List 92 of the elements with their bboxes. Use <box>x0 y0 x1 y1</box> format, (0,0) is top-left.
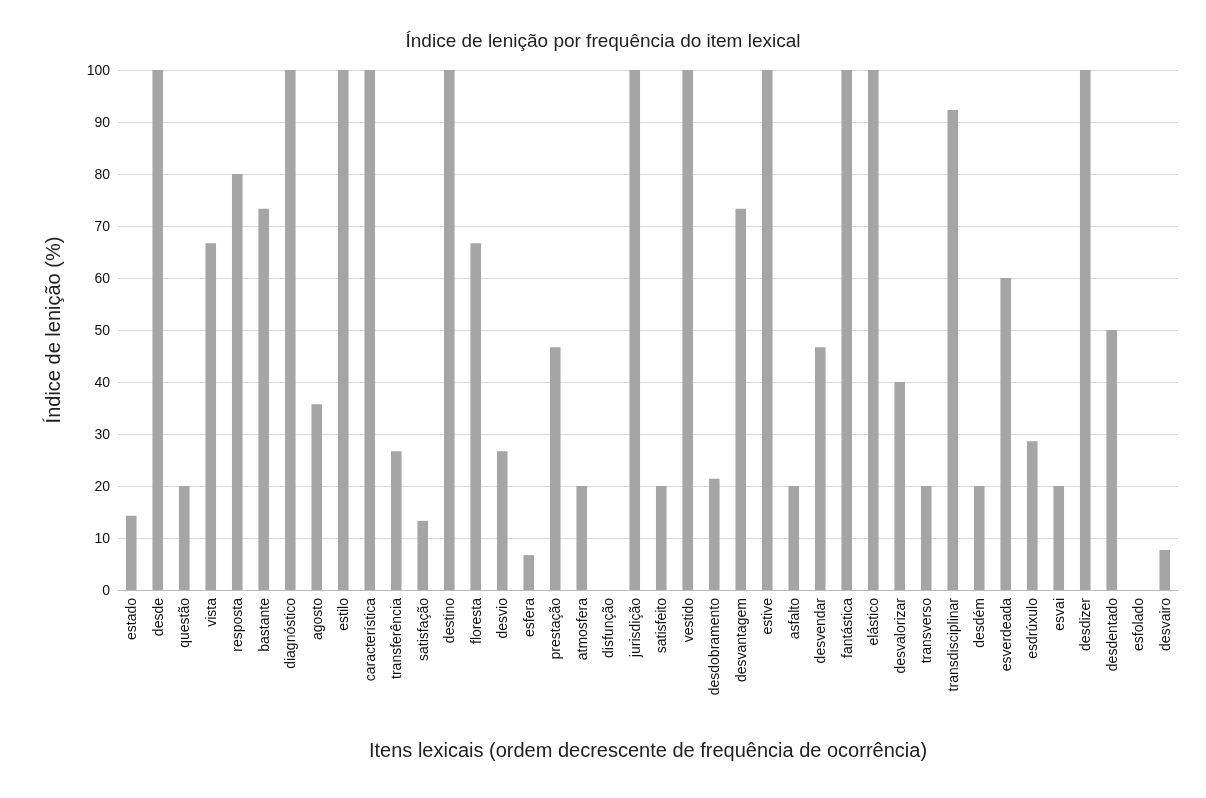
bar <box>258 208 270 590</box>
y-tick-label: 60 <box>94 270 111 286</box>
bar <box>1079 70 1091 590</box>
x-tick-label: desvantagem <box>732 598 749 683</box>
x-tick-label: estado <box>123 597 140 641</box>
x-tick-label: desdobramento <box>706 597 723 696</box>
bar <box>708 478 720 590</box>
x-tick-label: atmosfera <box>573 597 590 661</box>
x-tick-label: estive <box>759 597 776 635</box>
x-tick-label: esdrúxulo <box>1024 597 1041 659</box>
x-tick-label: esverdeada <box>997 597 1014 672</box>
bar <box>841 70 853 590</box>
x-tick-label: questão <box>176 597 193 648</box>
x-tick-label: desvio <box>494 597 511 639</box>
y-tick-label: 80 <box>94 166 111 182</box>
bar <box>682 70 694 590</box>
bar <box>947 110 959 590</box>
bar <box>205 243 217 590</box>
bar <box>311 404 323 590</box>
x-tick-label: esvai <box>1050 598 1067 631</box>
x-tick-label: desvairo <box>1156 597 1173 651</box>
x-tick-label: prestação <box>547 597 564 660</box>
bar <box>364 70 376 590</box>
bar <box>470 243 482 590</box>
x-tick-label: desvendar <box>812 597 829 664</box>
x-tick-label: característica <box>361 597 378 682</box>
bar <box>894 382 906 590</box>
bar <box>1159 549 1171 590</box>
x-tick-label: transdisciplinar <box>944 597 961 692</box>
x-tick-label: transferência <box>388 597 405 679</box>
x-tick-label: transverso <box>918 597 935 664</box>
bar <box>417 520 429 590</box>
bar <box>523 555 535 590</box>
y-tick-label: 90 <box>94 114 111 130</box>
x-tick-label: esfera <box>520 597 537 637</box>
x-tick-label: satisfação <box>414 597 431 662</box>
x-tick-label: desdizer <box>1077 597 1094 651</box>
bar <box>152 70 164 590</box>
x-tick-label: floresta <box>467 597 484 644</box>
bar <box>390 451 402 590</box>
x-tick-label: esfolado <box>1130 597 1147 651</box>
bar <box>549 347 561 590</box>
x-tick-label: resposta <box>229 597 246 652</box>
x-tick-label: vestido <box>679 597 696 643</box>
y-tick-label: 10 <box>94 530 111 546</box>
bar <box>1106 330 1118 590</box>
x-tick-label: diagnóstico <box>282 597 299 669</box>
bar <box>576 486 588 590</box>
bar <box>125 515 137 590</box>
bar <box>178 486 190 590</box>
x-tick-label: jurisdição <box>626 597 643 659</box>
bar <box>867 70 879 590</box>
x-axis-title: Itens lexicais (ordem decrescente de frequência de ocorrência) <box>368 739 928 761</box>
x-tick-label: elástico <box>865 597 882 646</box>
x-tick-label: desde <box>149 597 166 637</box>
bar <box>231 174 243 590</box>
x-tick-label: disfunção <box>600 597 617 658</box>
y-tick-label: 70 <box>94 218 111 234</box>
y-tick-label: 30 <box>94 426 111 442</box>
bar <box>629 70 641 590</box>
y-tick-label: 40 <box>94 374 111 390</box>
x-tick-label: destino <box>441 597 458 644</box>
bar <box>443 70 455 590</box>
bar <box>788 486 800 590</box>
x-tick-label: satisfeito <box>653 597 670 654</box>
y-tick-label: 100 <box>86 62 111 78</box>
bar <box>1053 486 1065 590</box>
bar <box>284 70 296 590</box>
bar <box>1026 441 1038 590</box>
x-tick-label: fantástica <box>838 597 855 658</box>
bar <box>1000 278 1012 590</box>
bar <box>337 70 349 590</box>
bar <box>814 347 826 590</box>
x-tick-label: desdém <box>971 598 988 648</box>
bar <box>655 486 667 590</box>
x-tick-label: agosto <box>308 597 325 641</box>
bar <box>761 70 773 590</box>
y-tick-label: 50 <box>94 322 111 338</box>
x-tick-label: asfalto <box>785 597 802 640</box>
y-tick-label: 0 <box>102 582 111 598</box>
y-axis-title: Índice de lenição (%) <box>42 236 64 424</box>
x-tick-label: estilo <box>335 597 352 631</box>
x-tick-label: desdentado <box>1103 597 1120 672</box>
bar <box>920 486 932 590</box>
bar <box>496 451 508 590</box>
x-tick-label: desvalorizar <box>891 597 908 674</box>
x-tick-label: bastante <box>255 597 272 652</box>
chart-title: Índice de lenição por frequência do item lexical <box>405 30 801 51</box>
bar <box>973 486 985 590</box>
bar <box>735 208 747 590</box>
x-tick-label: vista <box>202 597 219 627</box>
y-tick-label: 20 <box>94 478 111 494</box>
